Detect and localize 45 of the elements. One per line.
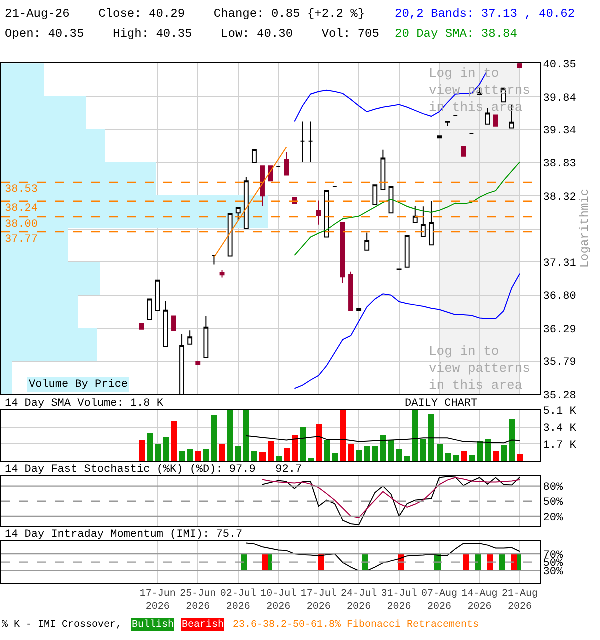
text: 23.6-38.2-50-61.8% Fibonacci Retracements (233, 619, 480, 631)
y-tick-label: 20% (543, 512, 564, 524)
y-tick-label: 38.83 (543, 158, 576, 171)
x-tick-label: 17-Jun 2026 (140, 589, 176, 614)
x-tick-label: 07-Aug 2026 (422, 589, 458, 614)
y-tick-label: 35.28 (543, 390, 576, 402)
chart-title: 14 Day Fast Stochastic (%K) (%D): 97.9 92.7 (5, 464, 302, 476)
y-tick-label: 80% (543, 482, 564, 494)
y-tick-label: 5.1 K (543, 406, 577, 418)
y-tick-label: 39.34 (543, 125, 577, 138)
annotation: DAILY CHART (405, 398, 478, 410)
chart-title: 14 Day Intraday Momentum (IMI): 75.7 (5, 529, 243, 541)
text: Bearish (182, 619, 224, 631)
chart-subtitle: Open: 40.35 High: 40.35 Low: 40.30 Vol: 705 (5, 27, 380, 41)
x-tick-label: 10-Jul 2026 (260, 588, 297, 614)
y-tick-label: 35.79 (543, 357, 576, 370)
x-tick-label: 31-Jul 2026 (381, 588, 418, 614)
ref-line-label: 38.00 (5, 219, 38, 231)
text: 20 Day SMA: 38.84 (395, 27, 518, 41)
chart-title: 21-Aug-26 Close: 40.29 Change: 0.85 {+2.2 %} (5, 7, 366, 21)
y-tick-label: 36.80 (543, 291, 576, 304)
y-tick-label: 1.7 K (543, 440, 577, 452)
text: Volume By Price (29, 379, 128, 391)
ref-line-label: 37.77 (5, 234, 38, 246)
ref-line-label: 38.53 (5, 184, 38, 196)
legend-title: % K - IMI Crossover, (2, 620, 122, 631)
chart-title: 14 Day SMA Volume: 1.8 K (5, 398, 164, 410)
y-tick-label: 38.32 (543, 192, 576, 204)
y-tick-label: 36.29 (543, 324, 576, 337)
x-tick-label: 02-Jul 2026 (220, 588, 256, 614)
y-tick-label: 50% (543, 497, 564, 510)
annotation: Log in to view patterns in this area (429, 344, 530, 393)
x-tick-label: 17-Jul 2026 (300, 588, 337, 614)
x-tick-label: 25-Jun 2026 (180, 589, 216, 614)
ref-line-label: 38.24 (5, 203, 38, 215)
text: Logarithmic (578, 188, 592, 268)
y-tick-label: 37.31 (543, 258, 577, 270)
x-tick-label: 21-Aug 2026 (502, 589, 538, 614)
x-tick-label: 24-Jul 2026 (341, 588, 378, 614)
text: 20,2 Bands: 37.13 , 40.62 (395, 7, 576, 21)
y-tick-label: 3.4 K (543, 423, 577, 436)
x-tick-label: 14-Aug 2026 (462, 589, 498, 614)
text: Bullish (132, 619, 174, 631)
y-tick-label: 40.35 (543, 60, 576, 72)
y-tick-label: 39.84 (543, 92, 577, 105)
